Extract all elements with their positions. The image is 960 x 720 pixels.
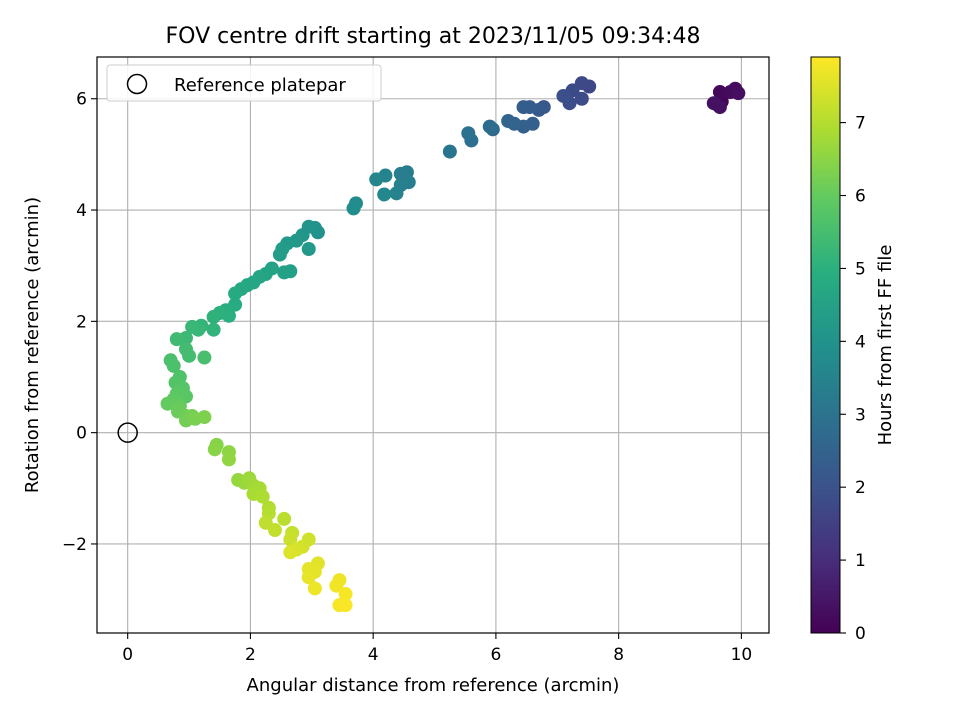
colorbar-tick-label: 7 <box>855 114 866 134</box>
colorbar-tick-label: 0 <box>855 624 866 644</box>
colorbar-tick-label: 4 <box>855 332 866 352</box>
data-point <box>461 126 476 141</box>
colorbar-tick-label: 2 <box>855 478 866 498</box>
data-point <box>346 201 361 216</box>
data-point <box>169 332 184 347</box>
y-tick-label: 4 <box>76 201 87 221</box>
data-point <box>206 309 221 324</box>
data-point <box>731 86 746 101</box>
legend-label: Reference platepar <box>174 75 346 96</box>
data-point <box>197 410 212 425</box>
data-point <box>277 265 292 280</box>
colorbar-label: Hours from first FF file <box>875 245 896 446</box>
x-tick-label: 2 <box>245 645 256 665</box>
x-axis-ticks: 0 2 4 6 8 10 <box>122 633 752 665</box>
data-point <box>516 100 531 115</box>
data-point <box>267 523 282 538</box>
colorbar-tick-label: 6 <box>855 187 866 207</box>
x-tick-label: 4 <box>368 645 379 665</box>
x-tick-label: 8 <box>613 645 624 665</box>
y-tick-label: 2 <box>76 312 87 332</box>
data-point <box>182 348 197 363</box>
grid-lines <box>97 57 769 633</box>
data-point <box>255 489 270 504</box>
colorbar-ticks: 0 1 2 3 4 5 6 7 <box>840 114 866 644</box>
chart-title: FOV centre drift starting at 2023/11/05 … <box>166 24 701 49</box>
data-point <box>329 578 344 593</box>
data-point <box>712 85 727 100</box>
x-tick-label: 0 <box>122 645 133 665</box>
data-point <box>207 442 222 457</box>
legend-marker-icon <box>126 73 148 95</box>
data-point <box>283 545 298 560</box>
data-point <box>277 511 292 526</box>
legend: Reference platepar <box>106 64 382 102</box>
x-tick-label: 6 <box>490 645 501 665</box>
data-point <box>197 350 212 365</box>
data-point <box>185 319 200 334</box>
data-point <box>307 581 322 596</box>
data-points <box>160 76 746 613</box>
y-tick-label: 6 <box>76 90 87 110</box>
data-point <box>501 114 516 128</box>
x-axis-label: Angular distance from reference (arcmin) <box>247 675 620 696</box>
data-point <box>442 144 457 159</box>
colorbar-tick-label: 3 <box>855 405 866 425</box>
y-tick-label: 0 <box>76 424 87 444</box>
data-point <box>338 587 353 602</box>
reference-point-marker <box>117 422 138 443</box>
plot-frame <box>96 56 770 634</box>
data-point <box>221 452 236 467</box>
data-point <box>160 396 175 411</box>
data-point <box>272 247 287 262</box>
y-axis-label: Rotation from reference (arcmin) <box>22 197 43 493</box>
y-axis-ticks: −2 0 2 4 6 <box>62 90 97 555</box>
data-point <box>556 88 571 103</box>
data-point <box>206 322 221 337</box>
y-tick-label: −2 <box>62 535 87 555</box>
data-point <box>574 91 589 106</box>
colorbar-tick-label: 5 <box>855 259 866 279</box>
data-point <box>482 119 497 134</box>
colorbar-tick-label: 1 <box>855 551 866 571</box>
data-point <box>301 242 316 256</box>
x-tick-label: 10 <box>731 645 753 665</box>
data-point <box>389 186 404 201</box>
colorbar <box>810 56 841 634</box>
data-point <box>283 532 298 547</box>
data-point <box>228 286 243 301</box>
data-point <box>338 598 353 613</box>
data-point <box>377 187 392 202</box>
data-point <box>706 96 721 111</box>
data-point <box>369 172 384 187</box>
data-point <box>166 358 181 373</box>
legend-box <box>106 64 382 102</box>
data-point <box>301 570 316 585</box>
